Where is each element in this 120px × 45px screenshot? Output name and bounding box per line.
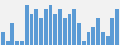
Bar: [72, 9, 76, 45]
Bar: [34, 9, 38, 45]
Bar: [10, 22, 14, 45]
Bar: [106, 36, 110, 45]
Bar: [49, 4, 52, 45]
Bar: [1, 31, 5, 45]
Bar: [111, 18, 114, 45]
Bar: [20, 40, 24, 45]
Bar: [96, 18, 100, 45]
Bar: [30, 14, 33, 45]
Bar: [6, 40, 9, 45]
Bar: [87, 31, 90, 45]
Bar: [53, 14, 57, 45]
Bar: [39, 18, 43, 45]
Bar: [15, 40, 19, 45]
Bar: [91, 27, 95, 45]
Bar: [25, 4, 29, 45]
Bar: [58, 9, 62, 45]
Bar: [77, 22, 81, 45]
Bar: [63, 18, 67, 45]
Bar: [44, 9, 48, 45]
Bar: [68, 14, 71, 45]
Bar: [115, 9, 119, 45]
Bar: [82, 40, 86, 45]
Bar: [101, 31, 105, 45]
